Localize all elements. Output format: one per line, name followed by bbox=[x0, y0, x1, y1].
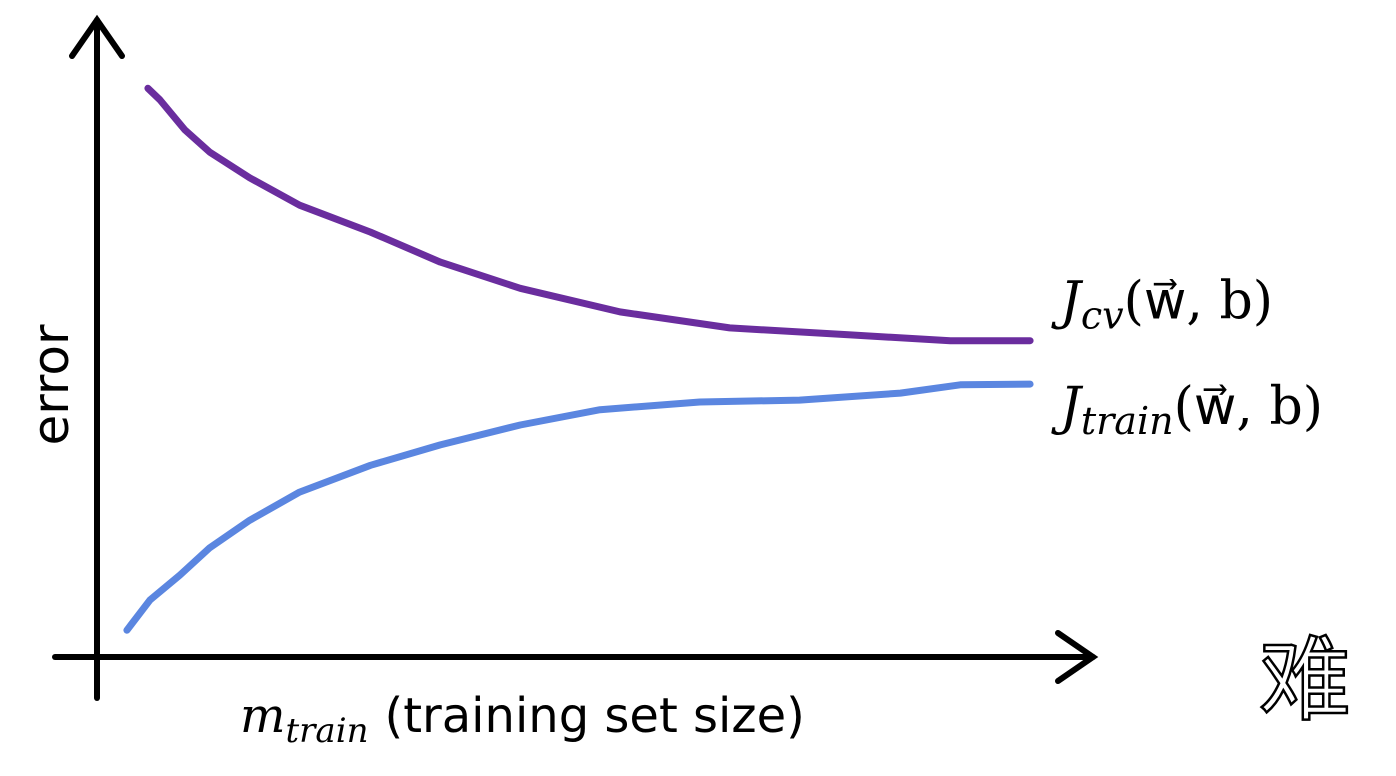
x-label-var: m bbox=[240, 688, 286, 744]
series-label-sub: train bbox=[1081, 399, 1174, 443]
axes bbox=[52, 14, 1099, 701]
series-line bbox=[144, 84, 1034, 345]
x-axis-arrow bbox=[1055, 630, 1099, 684]
x-label-text: (training set size) bbox=[384, 688, 804, 744]
y-axis-arrow bbox=[69, 14, 125, 59]
series-label-args: (w⃗, b) bbox=[1174, 377, 1323, 437]
series-label-sub: cv bbox=[1081, 294, 1124, 338]
x-label-sub: train bbox=[286, 711, 369, 751]
series-line bbox=[123, 380, 1034, 634]
series-label-args: (w⃗, b) bbox=[1124, 272, 1273, 332]
x-axis-label: mtrain (training set size) bbox=[240, 688, 805, 751]
y-axis-label: error bbox=[22, 324, 80, 445]
subtitle-overlay: 难 bbox=[1259, 627, 1351, 734]
series-label: Jtrain(w⃗, b) bbox=[1051, 377, 1323, 443]
